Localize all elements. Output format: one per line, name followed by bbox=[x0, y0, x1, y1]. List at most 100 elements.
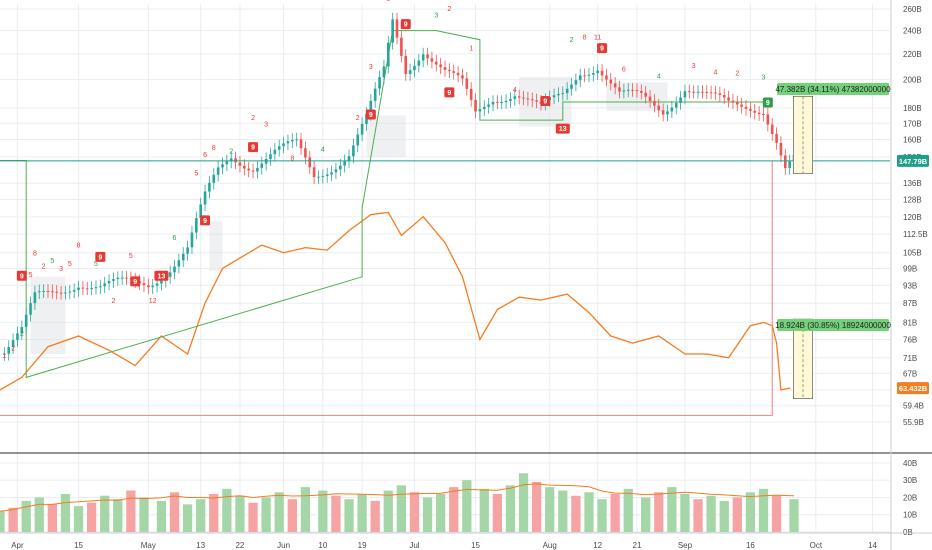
candle-body bbox=[120, 277, 124, 279]
td-count-label: 6 bbox=[173, 235, 177, 242]
level-tag-label: 63.432B bbox=[899, 384, 928, 393]
volume-bar bbox=[654, 492, 664, 532]
candle-body bbox=[16, 333, 19, 341]
candle-body bbox=[243, 165, 246, 169]
candle-body bbox=[522, 97, 525, 99]
volume-bar bbox=[139, 497, 149, 532]
td-setup-badge bbox=[16, 270, 27, 281]
candle-body bbox=[203, 191, 207, 205]
volume-bar bbox=[641, 497, 651, 532]
market-cap-point bbox=[566, 293, 568, 295]
time-tick-label: 13 bbox=[196, 541, 205, 550]
candle-body bbox=[631, 89, 634, 91]
volume-bar bbox=[73, 506, 84, 532]
price-tick-label: 105B bbox=[903, 249, 922, 258]
price-tick-label: 120B bbox=[903, 213, 922, 222]
volume-bar bbox=[436, 494, 446, 532]
td-setup-badge bbox=[248, 142, 259, 153]
candle-body bbox=[587, 74, 591, 76]
market-cap-point bbox=[658, 335, 660, 337]
candle-body bbox=[325, 174, 329, 176]
candle-body bbox=[657, 105, 661, 111]
candle-body bbox=[72, 290, 76, 292]
price-tick-label: 200B bbox=[903, 76, 922, 85]
volume-bar bbox=[235, 495, 245, 532]
volume-bar bbox=[531, 481, 542, 532]
candle-body bbox=[400, 37, 403, 56]
market-cap-point bbox=[77, 335, 80, 337]
candle-body bbox=[269, 154, 272, 159]
td-setup-badge-label: 9 bbox=[203, 218, 207, 225]
candle-body bbox=[352, 145, 355, 157]
candle-body bbox=[430, 58, 434, 62]
market-cap-point bbox=[108, 349, 110, 351]
candle-body bbox=[644, 92, 647, 97]
volume-bar bbox=[518, 473, 529, 532]
volume-bar bbox=[719, 500, 729, 532]
volume-bar bbox=[113, 499, 123, 532]
candle-body bbox=[338, 165, 342, 170]
volume-tick-label: 40B bbox=[903, 459, 917, 468]
volume-bar bbox=[449, 487, 459, 532]
candle-body bbox=[496, 101, 499, 103]
market-cap-point bbox=[134, 364, 136, 367]
candle-body bbox=[461, 75, 464, 79]
candle-body bbox=[312, 167, 316, 178]
range-rule bbox=[0, 160, 773, 416]
market-cap-point bbox=[422, 216, 424, 218]
td-count-label: 8 bbox=[290, 155, 294, 162]
candle-body bbox=[535, 100, 538, 102]
candle-body bbox=[661, 110, 665, 115]
market-cap-point bbox=[775, 342, 778, 344]
candle-body bbox=[229, 158, 233, 162]
candle-body bbox=[482, 106, 486, 110]
candle-body bbox=[360, 123, 364, 135]
td-count-label: 5 bbox=[94, 261, 98, 268]
td-setup-badge-label: 13 bbox=[559, 126, 567, 133]
time-tick-label: 15 bbox=[74, 541, 83, 550]
candle-body bbox=[452, 71, 456, 73]
candle-body bbox=[168, 272, 172, 277]
candle-body bbox=[147, 285, 150, 288]
time-tick-label: 21 bbox=[633, 541, 642, 550]
volume-bar bbox=[693, 499, 703, 532]
volume-bar bbox=[318, 490, 328, 532]
td-count-label: 11 bbox=[594, 35, 601, 42]
td-setup-badge bbox=[130, 276, 141, 287]
candle-body bbox=[46, 290, 50, 292]
volume-bar bbox=[248, 502, 258, 532]
measure-label: 47.382B (34.11%) 47382000000 bbox=[775, 85, 891, 94]
td-count-label: 2 bbox=[111, 298, 115, 305]
volume-bar bbox=[8, 507, 18, 532]
candle-body bbox=[291, 139, 294, 142]
td-count-label: 2 bbox=[42, 263, 46, 270]
td-count-label: 2 bbox=[735, 71, 739, 78]
candle-body bbox=[779, 142, 783, 156]
price-tick-label: 128B bbox=[903, 195, 922, 204]
candle-body bbox=[670, 107, 674, 112]
td-count-label: 2 bbox=[570, 37, 574, 44]
price-tick-label: 99B bbox=[903, 264, 917, 273]
candle-body bbox=[622, 90, 626, 92]
market-cap-point bbox=[304, 247, 306, 249]
volume-bar bbox=[492, 494, 502, 532]
candle-body bbox=[596, 70, 599, 74]
candle-body bbox=[7, 347, 11, 354]
candle-body bbox=[574, 80, 578, 85]
price-tick-label: 180B bbox=[903, 104, 922, 113]
candle-body bbox=[443, 67, 447, 70]
candle-body bbox=[234, 158, 237, 163]
volume-bar bbox=[610, 494, 620, 532]
td-count-label: 6 bbox=[622, 67, 626, 74]
market-cap-point bbox=[631, 342, 634, 344]
candle-body bbox=[42, 290, 45, 292]
volume-bar bbox=[771, 495, 782, 532]
market-cap-point bbox=[387, 211, 389, 213]
candle-body bbox=[391, 19, 394, 43]
volume-bar bbox=[60, 494, 71, 532]
time-tick-label: 14 bbox=[868, 541, 877, 550]
candle-body bbox=[85, 288, 89, 290]
market-cap-point bbox=[780, 389, 782, 391]
measure-layer[interactable]: 47.382B (34.11%) 47382000000 18.924B (30.… bbox=[775, 83, 891, 399]
candle-body bbox=[273, 149, 277, 155]
